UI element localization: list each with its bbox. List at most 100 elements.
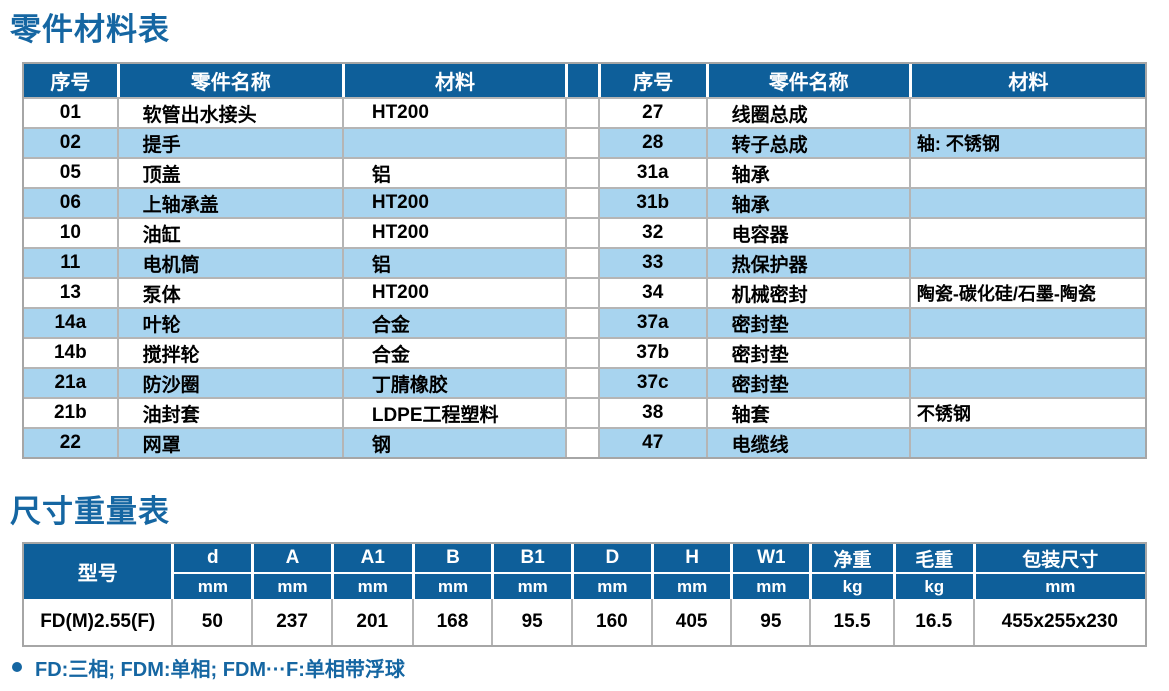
parts-material-table: 序号 零件名称 材料 序号 零件名称 材料 01 软管出水接头 HT200 27 线圈总… — [22, 62, 1147, 459]
column-header-name-right: 零件名称 — [705, 64, 909, 97]
spacer-cell — [565, 397, 598, 427]
part-name-cell: 电容器 — [705, 217, 909, 247]
part-name-cell: 机械密封 — [705, 277, 909, 307]
part-no-cell: 32 — [597, 217, 706, 247]
dim-value-cell: 168 — [411, 599, 492, 645]
part-material-cell: 合金 — [341, 307, 566, 337]
model-value-cell: FD(M)2.55(F) — [24, 599, 172, 645]
part-no-cell: 38 — [597, 397, 706, 427]
dim-value-cell: 237 — [251, 599, 331, 645]
part-name-cell: 轴承 — [705, 187, 909, 217]
part-material-cell: 丁腈橡胶 — [341, 367, 566, 397]
footnote: FD:三相; FDM:单相; FDM···F:单相带浮球 — [12, 652, 405, 682]
part-no-cell: 10 — [24, 217, 117, 247]
spacer-cell — [565, 337, 598, 367]
part-no-cell: 47 — [597, 427, 706, 457]
dim-column-unit: kg — [892, 572, 973, 599]
part-name-cell: 线圈总成 — [705, 97, 909, 127]
part-name-cell: 轴套 — [705, 397, 909, 427]
part-no-cell: 31b — [597, 187, 706, 217]
dimension-table-title: 尺寸重量表 — [10, 494, 170, 529]
part-name-cell: 网罩 — [116, 427, 342, 457]
spacer-cell — [565, 217, 598, 247]
part-no-cell: 28 — [597, 127, 706, 157]
dim-column-unit: mm — [251, 572, 331, 599]
part-material-cell: LDPE工程塑料 — [341, 397, 566, 427]
dim-value-cell: 455x255x230 — [972, 599, 1145, 645]
dim-column-unit: mm — [491, 572, 572, 599]
part-material-cell: 轴: 不锈钢 — [908, 127, 1145, 157]
dim-column-unit: mm — [972, 572, 1145, 599]
part-name-cell: 防沙圈 — [116, 367, 342, 397]
dim-column-label: d — [171, 544, 252, 572]
part-name-cell: 轴承 — [705, 157, 909, 187]
part-material-cell — [341, 127, 566, 157]
part-no-cell: 21a — [24, 367, 117, 397]
column-header-no-right: 序号 — [597, 64, 706, 97]
part-material-cell — [908, 247, 1145, 277]
dim-value-cell: 15.5 — [809, 599, 893, 645]
dim-column-label: B1 — [491, 544, 572, 572]
dim-column-unit: mm — [571, 572, 651, 599]
part-no-cell: 37b — [597, 337, 706, 367]
part-material-cell — [908, 337, 1145, 367]
part-material-cell: HT200 — [341, 97, 566, 127]
part-no-cell: 27 — [597, 97, 706, 127]
dim-value-cell: 95 — [730, 599, 810, 645]
column-header-model: 型号 — [24, 544, 172, 599]
dim-column-unit: mm — [650, 572, 731, 599]
dim-column-unit: mm — [730, 572, 810, 599]
spacer-cell — [565, 97, 598, 127]
part-no-cell: 11 — [24, 247, 117, 277]
part-no-cell: 37a — [597, 307, 706, 337]
dim-value-cell: 95 — [491, 599, 572, 645]
part-material-cell — [908, 367, 1145, 397]
dim-column-label: H — [650, 544, 731, 572]
dim-column-unit: mm — [171, 572, 252, 599]
dim-column-label: 净重 — [809, 544, 893, 572]
dim-value-cell: 160 — [571, 599, 651, 645]
dim-value-cell: 405 — [650, 599, 731, 645]
part-no-cell: 37c — [597, 367, 706, 397]
part-name-cell: 泵体 — [116, 277, 342, 307]
part-material-cell — [908, 97, 1145, 127]
part-material-cell: 陶瓷-碳化硅/石墨-陶瓷 — [908, 277, 1145, 307]
spacer-cell — [565, 247, 598, 277]
part-material-cell — [908, 187, 1145, 217]
column-header-spacer — [565, 64, 598, 97]
part-no-cell: 22 — [24, 427, 117, 457]
part-no-cell: 01 — [24, 97, 117, 127]
spacer-cell — [565, 127, 598, 157]
dim-column-label: D — [571, 544, 651, 572]
footnote-text: FD:三相; FDM:单相; FDM···F:单相带浮球 — [35, 658, 405, 681]
part-name-cell: 电机筒 — [116, 247, 342, 277]
spacer-cell — [565, 367, 598, 397]
dim-value-cell: 201 — [330, 599, 412, 645]
part-no-cell: 02 — [24, 127, 117, 157]
part-material-cell — [908, 217, 1145, 247]
part-name-cell: 油缸 — [116, 217, 342, 247]
part-no-cell: 33 — [597, 247, 706, 277]
column-header-name-left: 零件名称 — [116, 64, 342, 97]
parts-table-title: 零件材料表 — [10, 12, 170, 47]
part-name-cell: 电缆线 — [705, 427, 909, 457]
column-header-material-left: 材料 — [341, 64, 566, 97]
part-no-cell: 14a — [24, 307, 117, 337]
part-name-cell: 软管出水接头 — [116, 97, 342, 127]
dim-column-label: A1 — [330, 544, 412, 572]
part-name-cell: 叶轮 — [116, 307, 342, 337]
part-name-cell: 顶盖 — [116, 157, 342, 187]
dim-column-label: 毛重 — [892, 544, 973, 572]
dim-column-unit: kg — [809, 572, 893, 599]
part-material-cell: 铝 — [341, 157, 566, 187]
dim-value-cell: 16.5 — [892, 599, 973, 645]
dim-column-label: B — [411, 544, 492, 572]
dim-column-label: A — [251, 544, 331, 572]
dim-column-unit: mm — [411, 572, 492, 599]
part-no-cell: 31a — [597, 157, 706, 187]
spacer-cell — [565, 427, 598, 457]
part-material-cell: HT200 — [341, 277, 566, 307]
part-material-cell: HT200 — [341, 187, 566, 217]
part-name-cell: 油封套 — [116, 397, 342, 427]
